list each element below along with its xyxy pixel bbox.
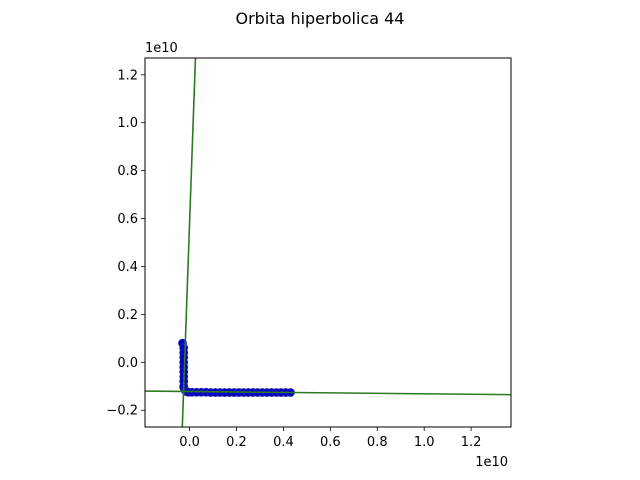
y-tick-label: 0.6	[117, 212, 138, 227]
plot-area	[144, 57, 512, 428]
y-tick-label: 0.0	[117, 356, 138, 371]
x-tick-label: 0.2	[226, 435, 247, 450]
y-tick-label: 1.2	[117, 68, 138, 83]
y-tick-label: 0.8	[117, 164, 138, 179]
x-tick-label: 0.6	[320, 435, 341, 450]
y-tick-label: 1.0	[117, 116, 138, 131]
x-tick-label: 0.8	[367, 435, 388, 450]
y-axis-offset-label: 1e10	[145, 41, 178, 56]
y-tick-label: 0.4	[117, 260, 138, 275]
asymptote-line	[181, 58, 197, 427]
y-axis: −0.2 0.0 0.2 0.4 0.6 0.8 1.0 1.2	[106, 68, 145, 419]
x-tick-label: 0.0	[179, 435, 200, 450]
asymptote-line	[145, 390, 511, 396]
x-tick-label: 0.4	[273, 435, 294, 450]
plot-content	[145, 58, 511, 427]
x-tick-label: 1.2	[461, 435, 482, 450]
y-tick-label: −0.2	[106, 404, 138, 419]
x-tick-label: 1.0	[414, 435, 435, 450]
axes-frame	[144, 57, 512, 428]
x-axis: 0.0 0.2 0.4 0.6 0.8 1.0 1.2	[179, 427, 481, 450]
y-tick-label: 0.2	[117, 308, 138, 323]
x-axis-offset-label: 1e10	[475, 455, 508, 470]
chart-title: Orbita hiperbolica 44	[236, 9, 405, 28]
